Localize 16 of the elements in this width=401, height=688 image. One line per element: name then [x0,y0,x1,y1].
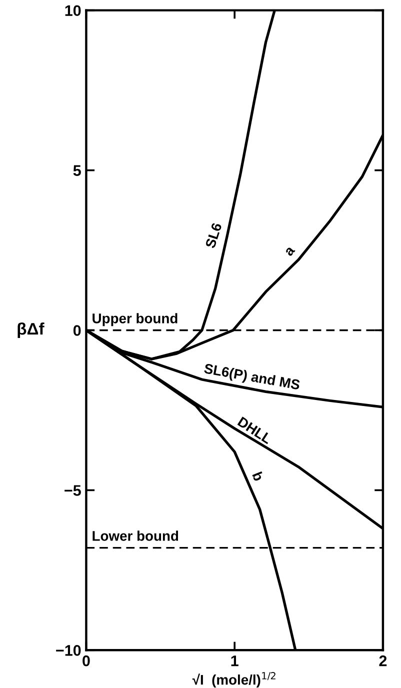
y-tick-label: 10 [65,5,81,16]
x-axis-title: √I (mole/l)$^{1/2}$ [192,672,276,688]
x-tick-label: 2 [379,655,387,666]
y-tick-label: 0 [73,325,81,336]
y-tick-label: 5 [73,165,81,176]
y-tick-label: −5 [64,485,81,496]
x-tick-label: 0 [82,655,90,666]
text: a [284,246,296,257]
y-axis-title: βΔf [18,322,44,338]
y-tick-label: −10 [56,645,81,656]
ref-line-label: Upper bound [92,313,178,326]
text: SL6(P) and MS [203,363,300,392]
x-tick-label: 1 [231,656,238,666]
text: b [252,471,264,482]
ref-line-label: Lower bound [92,530,178,541]
text: SL6 [205,222,222,249]
